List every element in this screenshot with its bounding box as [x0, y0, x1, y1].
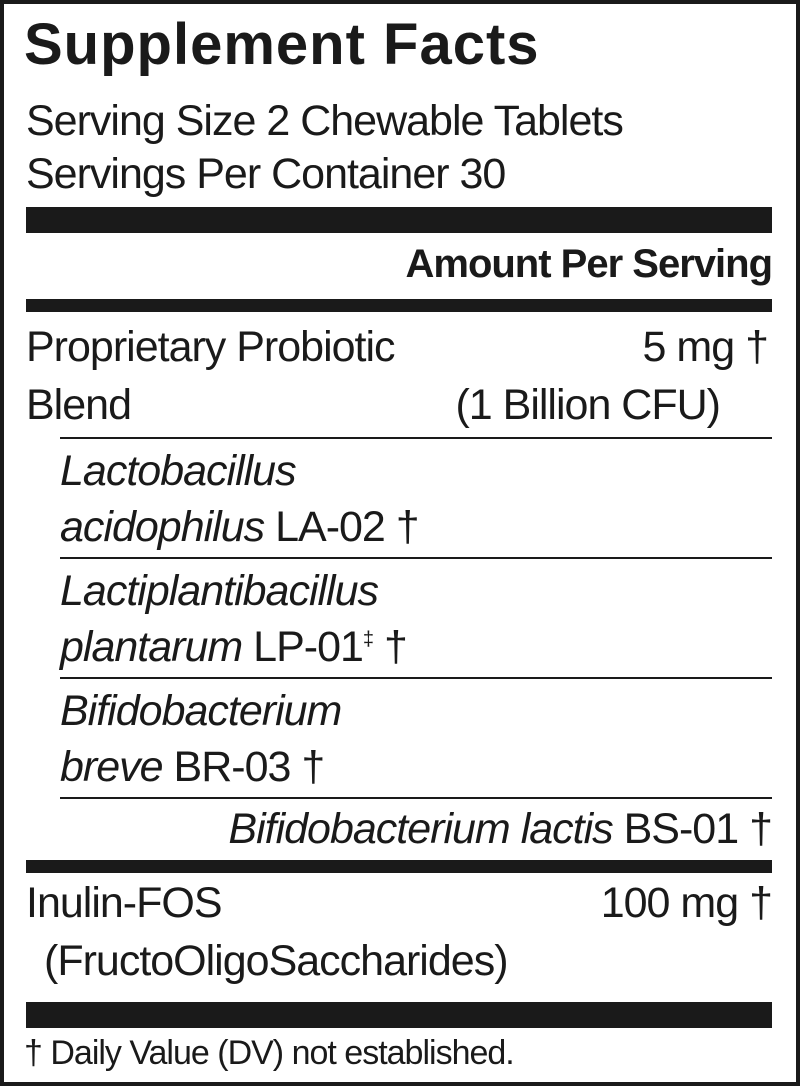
amount-per-serving-header: Amount Per Serving [405, 242, 773, 286]
strain-1-line1: Lactobacillus [60, 447, 297, 495]
blend-name-line1: Proprietary Probiotic [26, 323, 396, 371]
blend-cfu: (1 Billion CFU) [455, 381, 721, 429]
inulin-description: (FructoOligoSaccharides) [44, 937, 509, 985]
strain-1-line2: acidophilus LA-02 † [60, 503, 420, 551]
footnote: † Daily Value (DV) not established. [24, 1034, 515, 1072]
thin-divider [60, 677, 772, 679]
strain-3-line1: Bifidobacterium [60, 687, 342, 735]
medium-divider [26, 299, 772, 312]
blend-name-line2: Blend [26, 381, 132, 429]
strain-3-line2: breve BR-03 † [60, 743, 325, 791]
thick-divider [26, 1002, 772, 1028]
inulin-name: Inulin-FOS [26, 879, 223, 927]
thick-divider [26, 207, 772, 233]
strain-2-line1: Lactiplantibacillus [60, 567, 379, 615]
page-title: Supplement Facts [24, 12, 540, 77]
thin-divider [60, 797, 772, 799]
strain-2-line2: plantarum LP-01‡ † [60, 623, 408, 671]
servings-per-container: Servings Per Container 30 [26, 150, 506, 198]
medium-divider [26, 860, 772, 873]
serving-size: Serving Size 2 Chewable Tablets [26, 97, 624, 145]
thin-divider [60, 437, 772, 439]
inulin-amount: 100 mg † [600, 879, 773, 927]
thin-divider [60, 557, 772, 559]
strain-4: Bifidobacterium lactis BS-01 † [228, 805, 773, 853]
blend-amount: 5 mg † [642, 323, 769, 371]
